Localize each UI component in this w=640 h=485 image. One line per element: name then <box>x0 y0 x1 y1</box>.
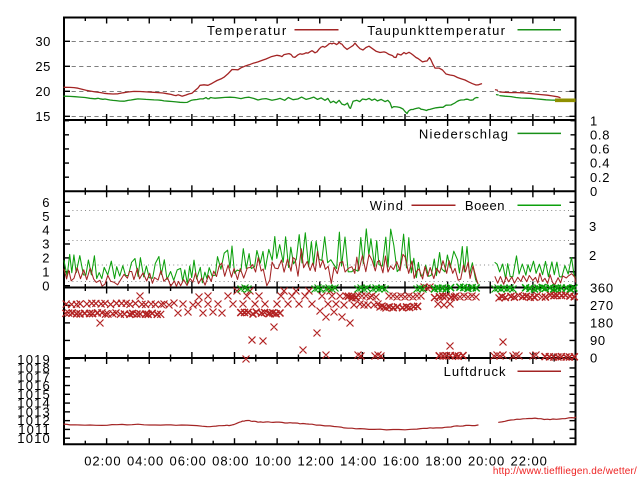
svg-text:180: 180 <box>590 316 614 331</box>
svg-text:http://www.tieffliegen.de/wett: http://www.tieffliegen.de/wetter/ <box>493 466 637 477</box>
svg-text:1013: 1013 <box>17 404 51 419</box>
svg-text:Niederschlag: Niederschlag <box>419 126 509 141</box>
svg-text:4: 4 <box>42 223 50 238</box>
svg-text:1: 1 <box>42 264 50 279</box>
svg-text:0.6: 0.6 <box>590 142 610 157</box>
svg-text:25: 25 <box>35 59 51 74</box>
svg-text:16:00: 16:00 <box>383 453 420 468</box>
svg-text:Taupunkttemperatur: Taupunkttemperatur <box>367 23 506 38</box>
svg-text:08:00: 08:00 <box>212 453 249 468</box>
svg-text:5: 5 <box>42 209 50 224</box>
svg-text:15: 15 <box>35 109 51 124</box>
svg-text:1014: 1014 <box>17 396 51 411</box>
svg-text:90: 90 <box>590 333 606 348</box>
svg-text:Wind: Wind <box>370 198 404 213</box>
svg-text:2: 2 <box>589 248 597 263</box>
svg-text:360: 360 <box>590 280 614 295</box>
svg-text:270: 270 <box>590 298 614 313</box>
svg-text:1018: 1018 <box>17 361 51 376</box>
svg-text:0.8: 0.8 <box>590 127 610 142</box>
svg-text:06:00: 06:00 <box>170 453 207 468</box>
svg-text:18:00: 18:00 <box>425 453 462 468</box>
svg-text:Temperatur: Temperatur <box>207 23 288 38</box>
svg-text:6: 6 <box>42 195 50 210</box>
svg-text:0: 0 <box>42 278 50 293</box>
svg-text:1017: 1017 <box>17 369 51 384</box>
svg-text:22:00: 22:00 <box>511 453 548 468</box>
svg-text:2: 2 <box>42 251 50 266</box>
svg-text:1: 1 <box>590 113 598 128</box>
svg-text:0: 0 <box>590 184 598 199</box>
svg-text:1019: 1019 <box>17 352 51 367</box>
svg-text:10:00: 10:00 <box>255 453 292 468</box>
svg-text:12:00: 12:00 <box>297 453 334 468</box>
svg-text:0.2: 0.2 <box>590 170 610 185</box>
svg-text:20: 20 <box>35 84 51 99</box>
svg-text:0: 0 <box>590 351 598 366</box>
svg-text:20:00: 20:00 <box>468 453 505 468</box>
svg-text:04:00: 04:00 <box>127 453 164 468</box>
svg-text:02:00: 02:00 <box>84 453 121 468</box>
svg-text:30: 30 <box>35 34 51 49</box>
svg-text:3: 3 <box>589 219 597 234</box>
svg-text:14:00: 14:00 <box>340 453 377 468</box>
svg-text:1015: 1015 <box>17 387 51 402</box>
svg-text:1011: 1011 <box>18 422 51 437</box>
svg-text:1016: 1016 <box>17 378 51 393</box>
svg-text:1012: 1012 <box>17 413 51 428</box>
svg-text:Luftdruck: Luftdruck <box>444 364 507 379</box>
svg-text:1010: 1010 <box>17 431 51 446</box>
svg-text:Boeen: Boeen <box>465 198 505 213</box>
svg-text:0.4: 0.4 <box>590 156 610 171</box>
svg-text:3: 3 <box>42 237 50 252</box>
